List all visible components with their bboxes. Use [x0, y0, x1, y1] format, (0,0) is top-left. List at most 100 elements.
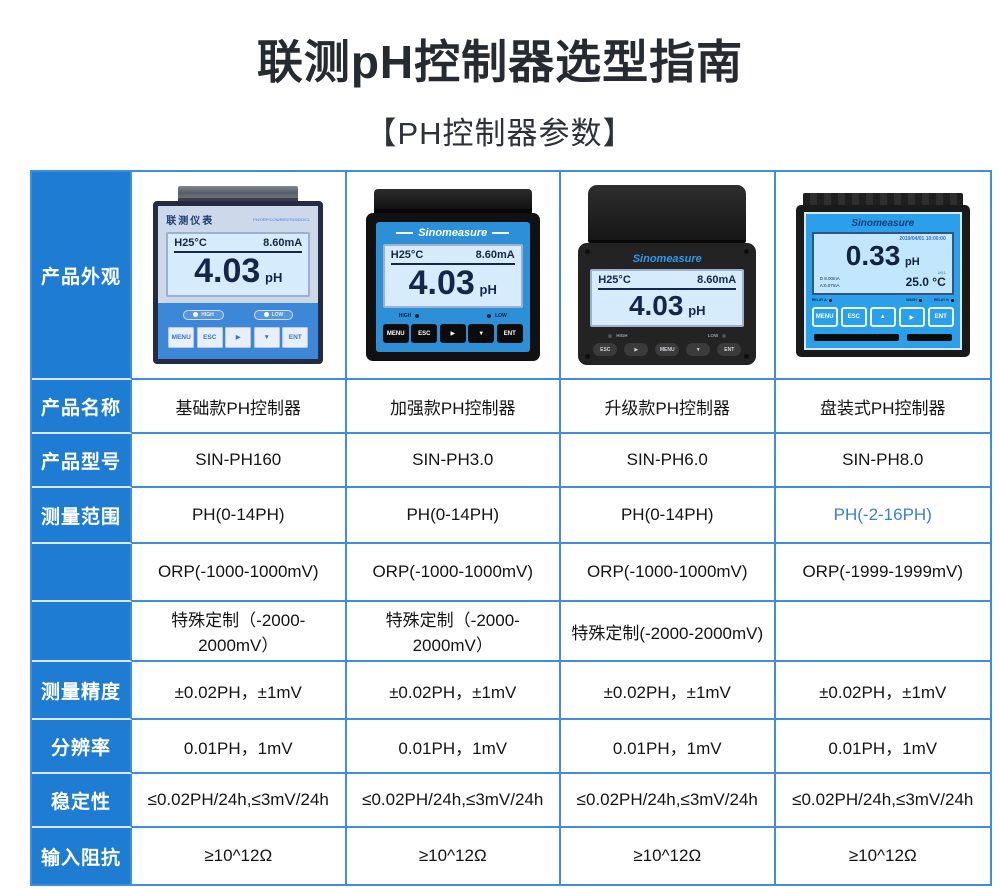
range-custom-cell: 特殊定制（-2000-2000mV） — [132, 602, 347, 662]
accuracy-cell: ±0.02PH，±1mV — [775, 662, 990, 720]
high-indicator: HIGH — [608, 333, 628, 338]
row-header-appearance: 产品外观 — [32, 172, 132, 380]
menu-button: MENU — [168, 326, 195, 348]
range-custom-cell: 特殊定制(-2000-2000mV) — [561, 602, 776, 662]
accuracy-cell: ±0.02PH，±1mV — [346, 662, 561, 720]
down-arrow-button: ▼ — [468, 324, 495, 344]
indicator-dot — [263, 312, 269, 318]
low-indicator: LOW — [487, 313, 507, 319]
lcd-value: 0.33 — [845, 240, 901, 271]
lcd-unit: pH — [905, 256, 920, 268]
stability-cell: ≤0.02PH/24h,≤3mV/24h — [346, 774, 561, 828]
params-label: PH/ORP/CON/RES/TDS/DO/CL — [253, 217, 311, 223]
product-image-cell-upgraded: Sinomeasure H25°C 8.60mA 4.03 pH HIGH LO… — [561, 172, 776, 380]
lcd-display: H25°C 8.60mA 4.03 pH — [590, 268, 745, 328]
right-arrow-button: ▶ — [898, 307, 925, 327]
range-orp-cell: ORP(-1000-1000mV) — [346, 544, 561, 602]
indicator-dot — [415, 314, 420, 319]
menu-button: MENU — [811, 307, 838, 327]
row-header-blank-1 — [32, 544, 132, 602]
brand-label: 联测仪表 — [166, 216, 215, 228]
lcd-current: 8.60mA — [263, 237, 303, 250]
range-custom-cell — [775, 602, 990, 662]
range-ph-cell: PH(0-14PH) — [561, 488, 776, 544]
brand-label: Sinomeasure — [418, 226, 488, 239]
indicator-dot — [918, 298, 922, 302]
lcd-value: 4.03 — [194, 252, 261, 291]
resolution-cell: 0.01PH，1mV — [775, 720, 990, 774]
device-lid — [588, 184, 747, 243]
range-ph-cell: PH(-2-16PH) — [775, 488, 990, 544]
range-ph-cell: PH(0-14PH) — [132, 488, 347, 544]
model-cell: SIN-PH160 — [132, 434, 347, 488]
indicator-dot — [487, 314, 492, 319]
model-cell: SIN-PH6.0 — [561, 434, 776, 488]
accuracy-cell: ±0.02PH，±1mV — [561, 662, 776, 720]
menu-button: MENU — [382, 324, 409, 344]
stability-cell: ≤0.02PH/24h,≤3mV/24h — [132, 774, 347, 828]
row-header-name: 产品名称 — [32, 380, 132, 434]
lcd-display: 2019/04/01 10:00:00 0.33 pH M11 D 8.00mA… — [811, 232, 954, 295]
resolution-cell: 0.01PH，1mV — [346, 720, 561, 774]
brand-dash — [492, 231, 510, 234]
lcd-temp: H25°C — [174, 237, 207, 250]
low-indicator: LOW — [708, 333, 727, 338]
menu-button: MENU — [655, 343, 680, 357]
indicator-dot — [950, 298, 954, 302]
row-header-impedance: 输入阻抗 — [32, 828, 132, 884]
device-enhanced: Sinomeasure H25°C 8.60mA 4.03 pH — [365, 188, 540, 362]
lcd-unit: pH — [479, 281, 497, 297]
brand-label: Sinomeasure — [851, 218, 915, 229]
indicator-dot — [608, 333, 613, 338]
row-header-blank-2 — [32, 602, 132, 662]
device-panel: Sinomeasure 2019/04/01 10:00:00 0.33 pH … — [795, 193, 970, 357]
range-orp-cell: ORP(-1000-1000mV) — [561, 544, 776, 602]
accuracy-cell: ±0.02PH，±1mV — [132, 662, 347, 720]
device-basic: 联测仪表 PH/ORP/CON/RES/TDS/DO/CL H25°C 8.60… — [153, 186, 324, 364]
indicator-dot — [193, 312, 199, 318]
resolution-cell: 0.01PH，1mV — [132, 720, 347, 774]
lcd-display: H25°C 8.60mA 4.03 pH — [382, 243, 523, 309]
product-image-cell-basic: 联测仪表 PH/ORP/CON/RES/TDS/DO/CL H25°C 8.60… — [132, 172, 347, 380]
impedance-cell: ≥10^12Ω — [775, 828, 990, 884]
enter-button: ENT — [717, 343, 742, 357]
terminal-slot — [813, 334, 899, 341]
terminal-slot — [906, 334, 952, 341]
esc-button: ESC — [593, 343, 618, 357]
lcd-mode: M11 — [938, 270, 946, 275]
up-arrow-button: ▲ — [869, 307, 896, 327]
product-image-cell-enhanced: Sinomeasure H25°C 8.60mA 4.03 pH — [346, 172, 561, 380]
lcd-datetime: 2019/04/01 10:00:00 — [899, 236, 946, 242]
lcd-unit: pH — [265, 270, 283, 286]
down-arrow-button: ▼ — [253, 326, 280, 348]
brand-dash — [396, 231, 414, 234]
brand-label: Sinomeasure — [632, 252, 702, 265]
enter-button: ENT — [927, 307, 954, 327]
resolution-cell: 0.01PH，1mV — [561, 720, 776, 774]
row-header-accuracy: 测量精度 — [32, 662, 132, 720]
screw-icon — [744, 354, 750, 360]
range-ph-cell: PH(0-14PH) — [346, 488, 561, 544]
model-cell: SIN-PH8.0 — [775, 434, 990, 488]
row-header-stability: 稳定性 — [32, 774, 132, 828]
low-indicator: LOW — [253, 309, 294, 320]
lcd-display: H25°C 8.60mA 4.03 pH — [166, 232, 311, 297]
impedance-cell: ≥10^12Ω — [561, 828, 776, 884]
page-subtitle: 【PH控制器参数】 — [365, 116, 635, 151]
esc-button: ESC — [196, 326, 223, 348]
screw-icon — [585, 354, 591, 360]
lcd-temp: H25°C — [390, 248, 424, 261]
product-name-cell: 基础款PH控制器 — [132, 380, 347, 434]
indicator-dot — [828, 298, 832, 302]
device-cap — [373, 188, 532, 213]
lcd-value: 4.03 — [408, 263, 475, 302]
high-indicator: HIGH — [183, 309, 224, 320]
right-arrow-button: ▶ — [439, 324, 466, 344]
page-title: 联测pH控制器选型指南 — [256, 36, 744, 88]
indicator-dot — [722, 333, 727, 338]
device-heatsink — [802, 193, 963, 205]
relay-a-indicator: RELAY A — [812, 298, 832, 302]
product-name-cell: 加强款PH控制器 — [346, 380, 561, 434]
relay-b-indicator: RELAY B — [934, 298, 954, 302]
row-header-range: 测量范围 — [32, 488, 132, 544]
